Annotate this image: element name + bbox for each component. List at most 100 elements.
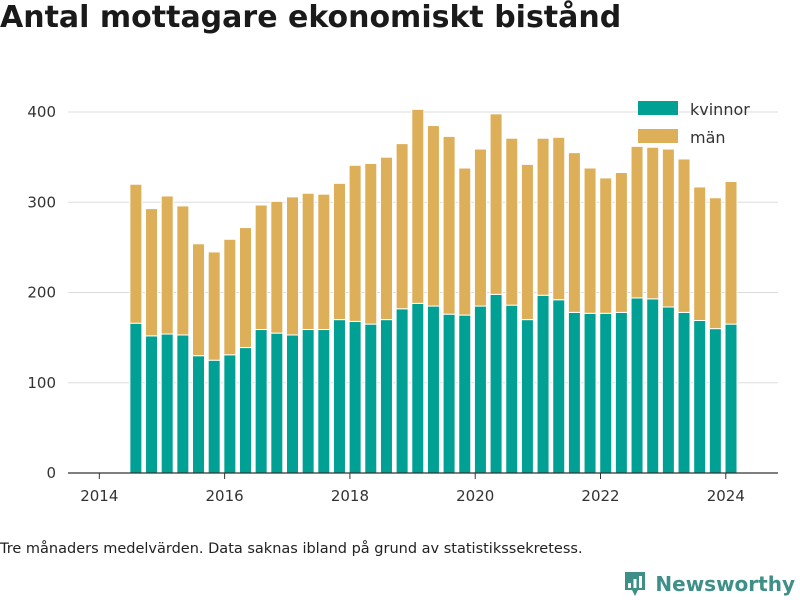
bar-kvinnor[interactable] [129, 322, 143, 474]
bar-kvinnor[interactable] [332, 319, 346, 474]
bar-kvinnor[interactable] [176, 334, 190, 474]
y-tick-label: 0 [46, 464, 56, 482]
bar-kvinnor[interactable] [145, 335, 159, 474]
y-tick-label: 300 [27, 193, 56, 211]
bar-man[interactable] [505, 137, 519, 306]
brand-name: Newsworthy [655, 572, 795, 596]
bar-man[interactable] [207, 251, 221, 361]
bar-man[interactable] [677, 158, 691, 313]
bar-man[interactable] [630, 145, 644, 299]
bar-man[interactable] [442, 135, 456, 315]
bar-man[interactable] [693, 186, 707, 321]
bar-kvinnor[interactable] [317, 329, 331, 474]
bar-man[interactable] [708, 197, 722, 330]
bar-kvinnor[interactable] [207, 359, 221, 474]
bar-man[interactable] [426, 125, 440, 307]
bar-man[interactable] [614, 172, 628, 313]
bar-kvinnor[interactable] [426, 305, 440, 474]
bar-kvinnor[interactable] [583, 312, 597, 474]
legend: kvinnor män [638, 100, 750, 147]
y-tick-label: 100 [27, 374, 56, 392]
bar-man[interactable] [520, 163, 534, 321]
bar-kvinnor[interactable] [505, 304, 519, 474]
bar-kvinnor[interactable] [348, 320, 362, 474]
bar-man[interactable] [567, 152, 581, 313]
bar-kvinnor[interactable] [239, 347, 252, 474]
y-tick-label: 200 [27, 284, 56, 302]
bar-man[interactable] [583, 167, 597, 314]
bar-kvinnor[interactable] [301, 329, 315, 474]
bar-man[interactable] [285, 196, 299, 336]
bar-man[interactable] [411, 108, 425, 304]
x-tick-label: 2022 [581, 487, 619, 505]
y-tick-label: 400 [27, 103, 56, 121]
bar-kvinnor[interactable] [192, 355, 206, 474]
bar-man[interactable] [129, 183, 143, 324]
footnote: Tre månaders medelvärden. Data saknas ib… [0, 541, 583, 557]
bar-man[interactable] [724, 181, 738, 325]
axes: 0 100 200 300 400 2014 2016 2018 2020 2022 2024 [27, 103, 778, 505]
bar-kvinnor[interactable] [567, 311, 581, 474]
bar-kvinnor[interactable] [614, 311, 628, 474]
bar-kvinnor[interactable] [379, 319, 393, 474]
bar-kvinnor[interactable] [285, 334, 299, 474]
legend-label-man[interactable]: män [690, 128, 726, 147]
bar-man[interactable] [176, 205, 190, 336]
bar-kvinnor[interactable] [536, 294, 550, 474]
bar-kvinnor[interactable] [223, 354, 237, 474]
bar-kvinnor[interactable] [442, 313, 456, 474]
bar-man[interactable] [332, 182, 346, 321]
bar-man[interactable] [379, 156, 393, 321]
bar-man[interactable] [223, 238, 237, 356]
bar-man[interactable] [552, 136, 566, 301]
bar-kvinnor[interactable] [708, 328, 722, 474]
bar-kvinnor[interactable] [693, 320, 707, 474]
bar-man[interactable] [301, 192, 315, 331]
x-tick-label: 2024 [707, 487, 745, 505]
bar-man[interactable] [364, 162, 378, 325]
bar-kvinnor[interactable] [160, 333, 174, 474]
bar-kvinnor[interactable] [724, 323, 738, 474]
bar-man[interactable] [254, 204, 268, 331]
bar-man[interactable] [489, 113, 503, 295]
bar-kvinnor[interactable] [646, 298, 660, 474]
bar-kvinnor[interactable] [395, 308, 409, 474]
x-tick-label: 2020 [456, 487, 494, 505]
bar-kvinnor[interactable] [364, 323, 378, 474]
bar-man[interactable] [348, 164, 362, 322]
bar-kvinnor[interactable] [552, 299, 566, 474]
bar-kvinnor[interactable] [254, 329, 268, 474]
bar-man[interactable] [661, 148, 675, 308]
bar-kvinnor[interactable] [677, 311, 691, 474]
bar-kvinnor[interactable] [520, 319, 534, 474]
bar-kvinnor[interactable] [411, 302, 425, 474]
bars [129, 108, 738, 474]
bar-man[interactable] [192, 243, 206, 357]
bar-kvinnor[interactable] [473, 305, 487, 474]
legend-swatch-kvinnor[interactable] [638, 101, 678, 115]
bar-man[interactable] [458, 167, 472, 316]
bar-man[interactable] [270, 200, 284, 334]
bar-man[interactable] [239, 227, 252, 349]
bar-man[interactable] [395, 143, 409, 310]
x-tick-label: 2016 [206, 487, 244, 505]
bar-kvinnor[interactable] [458, 314, 472, 474]
legend-label-kvinnor[interactable]: kvinnor [690, 100, 750, 119]
x-tick-label: 2018 [331, 487, 369, 505]
bar-man[interactable] [536, 137, 550, 296]
bar-man[interactable] [145, 208, 159, 337]
bar-kvinnor[interactable] [630, 297, 644, 474]
bar-man[interactable] [160, 195, 174, 335]
legend-swatch-man[interactable] [638, 129, 678, 143]
brand-logo[interactable]: Newsworthy [623, 569, 795, 599]
newsworthy-logo-icon [625, 572, 646, 596]
bar-man[interactable] [317, 193, 331, 331]
bar-kvinnor[interactable] [599, 312, 613, 474]
bar-man[interactable] [599, 177, 613, 314]
bar-man[interactable] [646, 146, 660, 300]
bar-kvinnor[interactable] [489, 293, 503, 474]
bar-kvinnor[interactable] [270, 332, 284, 474]
bar-man[interactable] [473, 148, 487, 307]
bar-kvinnor[interactable] [661, 306, 675, 474]
